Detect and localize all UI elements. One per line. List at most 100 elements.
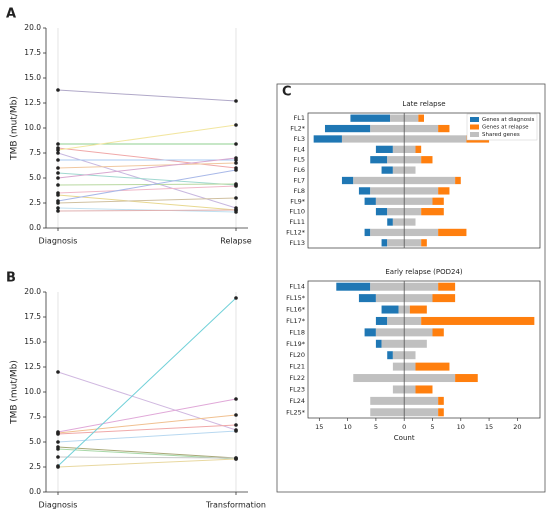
slope-line — [57, 162, 237, 169]
y-tick-label: 12.5 — [24, 98, 41, 107]
bar-segment — [313, 135, 342, 143]
data-point — [56, 171, 60, 175]
bar-segment — [375, 339, 382, 348]
y-tick-label: 17.5 — [24, 312, 41, 321]
bar-segment — [364, 197, 376, 205]
data-point — [234, 184, 238, 188]
y-axis-label: TMB (mut/Mb) — [10, 96, 20, 161]
x-tick-label: 10 — [457, 423, 465, 431]
category-label: FL13 — [289, 239, 305, 247]
bar-segment — [421, 239, 427, 247]
category-label: FL10 — [289, 208, 305, 216]
data-point — [56, 176, 60, 180]
data-point — [234, 142, 238, 146]
slope-line — [57, 89, 237, 102]
slope-line — [57, 430, 237, 443]
x-tick-label: Transformation — [205, 501, 266, 510]
bar-segment — [387, 218, 393, 226]
plot-frame — [307, 280, 541, 419]
bar-segment — [438, 187, 450, 195]
bar-segment — [375, 208, 388, 216]
data-point — [56, 148, 60, 152]
data-point — [234, 429, 238, 433]
data-point — [56, 151, 60, 155]
category-label: FL2* — [290, 125, 305, 133]
category-label: FL15* — [286, 294, 306, 302]
data-point — [234, 168, 238, 172]
data-point — [234, 196, 238, 200]
slope-line — [57, 458, 237, 468]
bar-segment — [358, 294, 376, 303]
y-tick-label: 10.0 — [24, 123, 41, 132]
bar-segment — [455, 176, 461, 185]
slope-line — [57, 185, 237, 194]
bar-segment — [438, 408, 444, 417]
data-point — [56, 432, 60, 436]
data-point — [56, 142, 60, 146]
data-point — [234, 99, 238, 103]
slope-line — [57, 371, 237, 431]
data-point — [56, 455, 60, 459]
bar-segment — [421, 156, 433, 164]
data-point — [56, 370, 60, 374]
data-point — [56, 447, 60, 451]
category-label: FL25* — [286, 408, 306, 416]
bar-segment — [350, 114, 391, 122]
bar-segment — [336, 282, 371, 291]
bar-segment — [415, 385, 433, 394]
category-label: FL8 — [294, 187, 306, 195]
panel-title: Early relapse (POD24) — [385, 268, 463, 276]
category-label: FL23 — [289, 385, 305, 393]
bar-segment — [375, 145, 393, 153]
bar-segment — [455, 374, 478, 383]
y-tick-label: 2.5 — [29, 462, 41, 471]
category-label: FL7 — [294, 177, 306, 185]
panel-label: B — [6, 271, 16, 286]
bar-segment — [324, 124, 371, 133]
legend-label: Shared genes — [482, 132, 520, 138]
bar-segment — [370, 156, 388, 164]
bar-segment — [432, 197, 444, 205]
data-point — [234, 413, 238, 417]
y-tick-label: 5.0 — [29, 437, 41, 446]
data-point — [234, 296, 238, 300]
x-tick-label: 0 — [402, 423, 406, 431]
y-tick-label: 5.0 — [29, 173, 41, 182]
y-axis-label: TMB (mut/Mb) — [10, 360, 20, 425]
category-label: FL12* — [286, 228, 306, 236]
bar-segment — [438, 228, 467, 237]
slope-line — [57, 169, 237, 202]
data-point — [56, 440, 60, 444]
bar-segment — [364, 328, 376, 337]
y-tick-label: 20.0 — [24, 287, 41, 296]
category-label: FL19* — [286, 340, 306, 348]
plot-frame — [307, 112, 541, 249]
category-label: FL18 — [289, 328, 305, 336]
category-label: FL22 — [289, 374, 305, 382]
legend-label: Genes at diagnosis — [482, 117, 535, 123]
data-point — [56, 183, 60, 187]
slope-line — [57, 297, 237, 467]
legend-swatch — [470, 124, 479, 130]
x-tick-label: 15 — [315, 423, 323, 431]
data-point — [56, 209, 60, 213]
data-point — [56, 201, 60, 205]
x-tick-label: 5 — [374, 423, 378, 431]
y-tick-label: 7.5 — [29, 148, 41, 157]
category-label: FL21 — [289, 363, 305, 371]
x-tick-label: Diagnosis — [39, 237, 78, 246]
bar-segment — [375, 316, 388, 325]
category-label: FL14 — [289, 283, 305, 291]
slope-line — [57, 414, 237, 434]
slope-line — [57, 124, 237, 151]
data-point — [56, 158, 60, 162]
data-point — [56, 193, 60, 197]
slope-line — [57, 424, 237, 435]
data-point — [234, 208, 238, 212]
x-tick-label: 10 — [343, 423, 351, 431]
category-label: FL20 — [289, 351, 305, 359]
data-point — [56, 206, 60, 210]
y-tick-label: 0.0 — [29, 223, 41, 232]
bar-segment — [438, 282, 456, 291]
